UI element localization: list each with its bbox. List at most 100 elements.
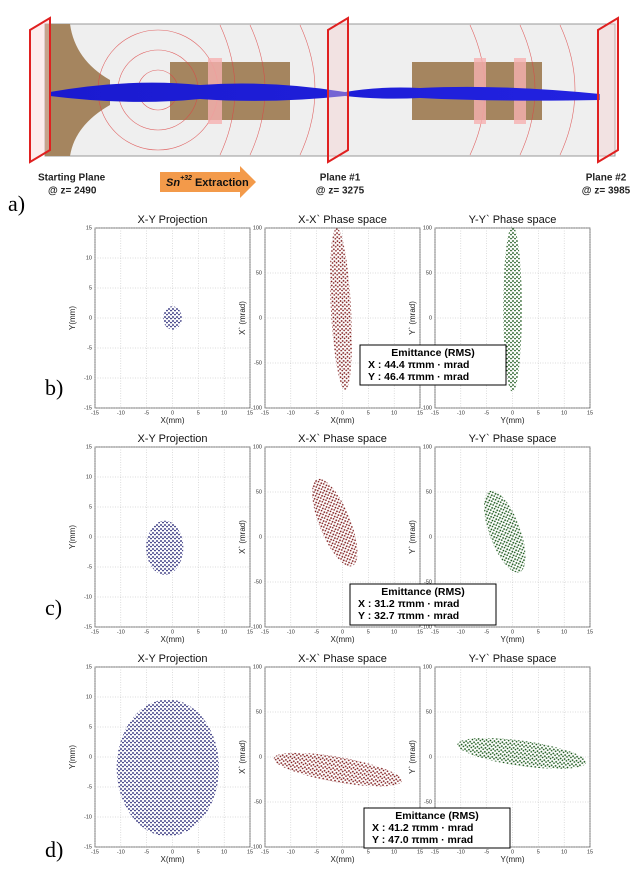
y-axis-label: Y(mm) <box>68 525 77 549</box>
x-axis-label: X(mm) <box>161 635 185 644</box>
plot-title: X-Y Projection <box>137 653 207 665</box>
plot-title: Y-Y` Phase space <box>469 433 557 445</box>
plane2-name: Plane #2 <box>586 173 627 184</box>
x-tick-label: 5 <box>537 629 540 635</box>
x-tick-label: 15 <box>247 849 253 855</box>
particle-cloud <box>484 490 526 573</box>
x-tick-label: 0 <box>171 849 174 855</box>
y-tick-label: 0 <box>429 315 432 321</box>
y-tick-label: -15 <box>84 844 92 850</box>
x-tick-label: -5 <box>484 629 489 635</box>
ion: Sn <box>166 177 180 189</box>
x-tick-label: -10 <box>457 629 465 635</box>
emittance-title: Emittance (RMS) <box>391 347 474 359</box>
panel-label: d) <box>45 837 63 862</box>
x-tick-label: 10 <box>561 849 567 855</box>
y-tick-label: -5 <box>87 564 92 570</box>
beamline-schematic: Starting Plane @ z= 2490 Plane #1 @ z= 3… <box>8 16 631 216</box>
particle-cloud <box>163 306 182 330</box>
x-axis-label: X(mm) <box>331 635 355 644</box>
x-tick-label: -5 <box>314 410 319 416</box>
plot: -15 -10 -5 0 5 10 15 -15 -10 -5 0 5 10 15 X-Y Projecti… <box>68 214 253 425</box>
y-axis-label: X` (mrad) <box>238 520 247 554</box>
x-tick-label: 5 <box>367 849 370 855</box>
plot-title: Y-Y` Phase space <box>469 653 557 665</box>
x-axis-label: Y(mm) <box>501 416 525 425</box>
plot: -15 -10 -5 0 5 10 15 -15 -10 -5 0 5 10 15 X-Y Projecti… <box>68 653 253 864</box>
x-tick-label: -15 <box>431 629 439 635</box>
x-axis-label: X(mm) <box>161 416 185 425</box>
y-axis-label: Y` (mrad) <box>408 520 417 554</box>
y-tick-label: 5 <box>89 504 92 510</box>
panel-label: a) <box>8 191 25 216</box>
y-tick-label: 100 <box>253 664 262 670</box>
y-tick-label: -100 <box>421 405 432 411</box>
x-tick-label: 10 <box>561 410 567 416</box>
start-plane-z: @ z= 2490 <box>48 186 97 197</box>
x-axis-label: X(mm) <box>331 855 355 864</box>
x-tick-label: 10 <box>391 410 397 416</box>
x-tick-label: -5 <box>144 410 149 416</box>
y-tick-label: 0 <box>89 754 92 760</box>
x-tick-label: 10 <box>221 410 227 416</box>
plot-title: X-Y Projection <box>137 214 207 226</box>
x-tick-label: -10 <box>287 629 295 635</box>
y-axis-label: Y` (mrad) <box>408 301 417 335</box>
x-tick-label: -5 <box>314 629 319 635</box>
x-tick-label: -15 <box>261 849 269 855</box>
x-tick-label: 0 <box>511 410 514 416</box>
particle-cloud <box>457 737 587 769</box>
x-tick-label: 15 <box>587 849 593 855</box>
x-tick-label: -15 <box>431 849 439 855</box>
y-tick-label: 15 <box>86 225 92 231</box>
x-tick-label: -10 <box>117 629 125 635</box>
y-tick-label: 0 <box>89 534 92 540</box>
y-tick-label: 50 <box>426 489 432 495</box>
y-tick-label: 5 <box>89 285 92 291</box>
extraction-ion: Sn+32 Extraction <box>166 175 249 189</box>
y-axis-label: Y` (mrad) <box>408 740 417 774</box>
emittance-title: Emittance (RMS) <box>381 586 464 598</box>
x-tick-label: 10 <box>221 849 227 855</box>
x-tick-label: 0 <box>341 629 344 635</box>
y-tick-label: 50 <box>256 270 262 276</box>
x-tick-label: -5 <box>314 849 319 855</box>
start-plane-name: Starting Plane <box>38 173 106 184</box>
x-tick-label: 5 <box>197 410 200 416</box>
y-tick-label: 100 <box>423 225 432 231</box>
x-axis-label: Y(mm) <box>501 855 525 864</box>
panel-label: b) <box>45 375 63 400</box>
y-tick-label: 15 <box>86 444 92 450</box>
particle-cloud <box>312 478 358 567</box>
plot-title: X-X` Phase space <box>298 214 387 226</box>
x-tick-label: 15 <box>247 629 253 635</box>
x-tick-label: 5 <box>537 410 540 416</box>
x-tick-label: -5 <box>484 849 489 855</box>
x-tick-label: -5 <box>144 849 149 855</box>
y-tick-label: -50 <box>424 799 432 805</box>
y-tick-label: -100 <box>251 405 262 411</box>
y-tick-label: -100 <box>251 844 262 850</box>
x-tick-label: -10 <box>287 410 295 416</box>
emittance-title: Emittance (RMS) <box>395 810 478 822</box>
x-axis-label: X(mm) <box>331 416 355 425</box>
x-tick-label: 15 <box>587 410 593 416</box>
y-tick-label: 0 <box>429 754 432 760</box>
y-tick-label: 100 <box>423 664 432 670</box>
y-tick-label: -100 <box>421 624 432 630</box>
y-tick-label: 15 <box>86 664 92 670</box>
starting-plane <box>29 16 51 164</box>
y-tick-label: 10 <box>86 694 92 700</box>
x-tick-label: -10 <box>457 849 465 855</box>
y-tick-label: 0 <box>429 534 432 540</box>
y-tick-label: 100 <box>253 444 262 450</box>
y-tick-label: 0 <box>89 315 92 321</box>
y-tick-label: -50 <box>254 360 262 366</box>
y-tick-label: 0 <box>259 315 262 321</box>
x-tick-label: 0 <box>171 410 174 416</box>
x-tick-label: 10 <box>391 629 397 635</box>
